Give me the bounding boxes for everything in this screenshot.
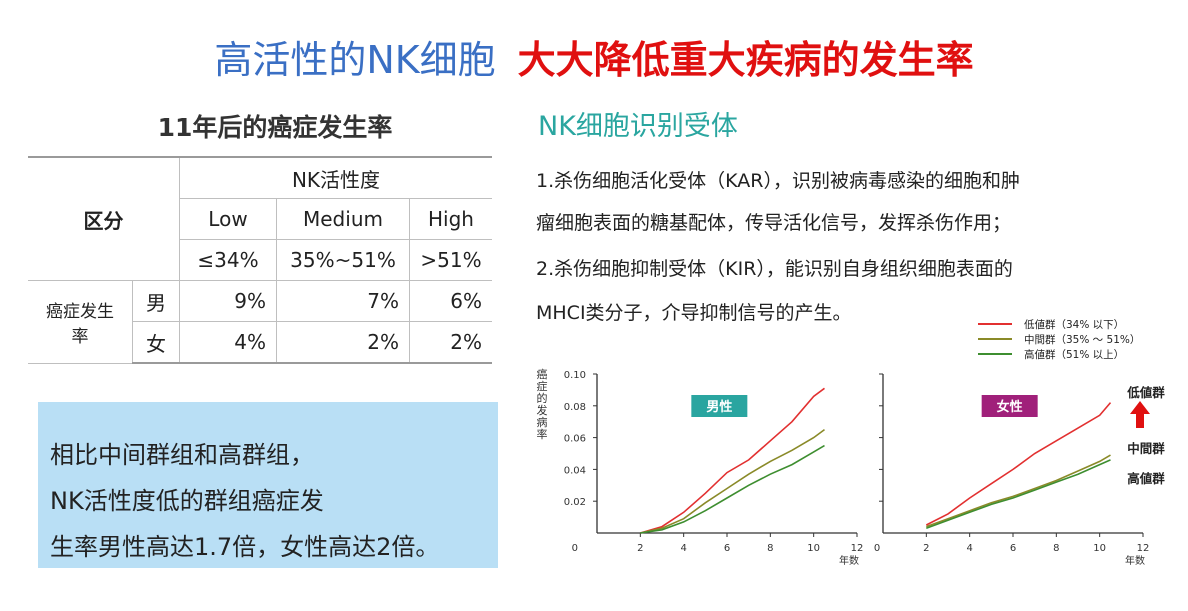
x-axis-label: 年数 [1125, 554, 1145, 567]
legend-label: 低値群（34% 以下） [1024, 318, 1124, 331]
arrow-up-icon [1130, 401, 1150, 428]
series-line [925, 402, 1112, 526]
x-tick-label: 4 [966, 543, 972, 554]
y-axis-label: 的 [537, 391, 548, 405]
x-tick-label: 6 [1010, 543, 1016, 554]
panel-label: 女性 [997, 399, 1023, 415]
table-title: 11年后的癌症发生率 [157, 113, 393, 142]
incidence-table: 区分 NK活性度 Low Medium High ≤34% 35%~51% >5… [28, 156, 492, 364]
x-tick-label: 10 [1093, 543, 1106, 554]
summary-note: 相比中间群组和高群组， NK活性度低的群组癌症发 生率男性高达1.7倍，女性高达… [38, 402, 498, 568]
sex-male: 男 [132, 280, 180, 322]
y-axis-label: 病 [537, 415, 548, 429]
receptor-line: 瘤细胞表面的糖基配体，传导活化信号，发挥杀伤作用； [536, 212, 1012, 234]
level-low: Low [179, 198, 277, 240]
title-part1: 高活性的NK细胞 [214, 38, 496, 82]
annotation-low: 低値群 [1126, 385, 1165, 400]
note-line: NK活性度低的群组癌症发 [50, 487, 324, 515]
receptor-line: MHCⅠ类分子，介导抑制信号的产生。 [536, 302, 852, 324]
panel-badge [981, 395, 1038, 417]
y-tick-label: 0.08 [564, 402, 586, 413]
cell-female-high: 2% [409, 321, 492, 364]
y-tick-label: 0 [572, 543, 578, 554]
cell-female-low: 4% [179, 321, 277, 364]
y-axis-label: 癌 [537, 367, 548, 381]
cell-female-medium: 2% [276, 321, 410, 364]
x-tick-label: 12 [851, 543, 864, 554]
series-line [926, 454, 1111, 528]
receptor-line: 2.杀伤细胞抑制受体（KIR），能识别自身组织细胞表面的 [536, 258, 1013, 280]
y-axis-label: 率 [537, 427, 548, 441]
table-row: 女 4% 2% 2% [28, 321, 492, 364]
row-group-label: 癌症发生率 [28, 280, 133, 364]
y-axis-label: 症 [537, 379, 548, 393]
category-header: 区分 [28, 156, 180, 281]
cell-male-high: 6% [409, 280, 492, 322]
x-tick-label: 2 [923, 543, 929, 554]
range-high: >51% [409, 239, 492, 281]
x-tick-label: 8 [1053, 543, 1059, 554]
x-origin-label: 0 [874, 543, 880, 554]
series-line [640, 444, 825, 534]
y-tick-label: 0.10 [564, 370, 586, 381]
y-axis-label: 发 [537, 403, 548, 417]
panel-label: 男性 [706, 399, 732, 415]
series-line [926, 459, 1111, 529]
x-tick-label: 10 [807, 543, 820, 554]
sex-female: 女 [132, 321, 180, 364]
x-tick-label: 2 [637, 543, 643, 554]
range-medium: 35%~51% [276, 239, 410, 281]
x-axis-label: 年数 [839, 554, 859, 567]
x-tick-label: 6 [724, 543, 730, 554]
page-title: 高活性的NK细胞 大大降低重大疾病的发生率 [0, 36, 1188, 84]
x-tick-label: 8 [767, 543, 773, 554]
note-line: 生率男性高达1.7倍，女性高达2倍。 [50, 533, 440, 561]
annotation-mid: 中間群 [1127, 441, 1165, 456]
note-line: 相比中间群组和高群组， [50, 441, 314, 469]
y-tick-label: 0.04 [564, 465, 586, 476]
y-tick-label: 0.02 [564, 497, 586, 508]
y-tick-label: 0.06 [564, 434, 586, 445]
legend-label: 高値群（51% 以上） [1024, 348, 1124, 361]
annotation-high: 高値群 [1127, 471, 1165, 486]
panel-badge [691, 395, 748, 417]
cell-male-low: 9% [179, 280, 277, 322]
legend-label: 中間群（35% ～ 51%） [1024, 333, 1140, 346]
table-row: 癌症发生率 男 9% 7% 6% [28, 280, 492, 364]
receptor-line: 1.杀伤细胞活化受体（KAR），识别被病毒感染的细胞和肿 [536, 170, 1020, 192]
cell-male-medium: 7% [276, 280, 410, 322]
title-part2: 大大降低重大疾病的发生率 [517, 38, 974, 82]
x-tick-label: 4 [680, 543, 686, 554]
table-ranges-row: ≤34% 35%~51% >51% [28, 239, 492, 281]
series-line [640, 428, 825, 534]
table-header-row: 区分 NK活性度 [28, 156, 492, 281]
level-medium: Medium [276, 198, 410, 240]
series-line [640, 387, 825, 534]
x-tick-label: 12 [1137, 543, 1150, 554]
receptor-title: NK细胞识别受体 [538, 111, 738, 142]
